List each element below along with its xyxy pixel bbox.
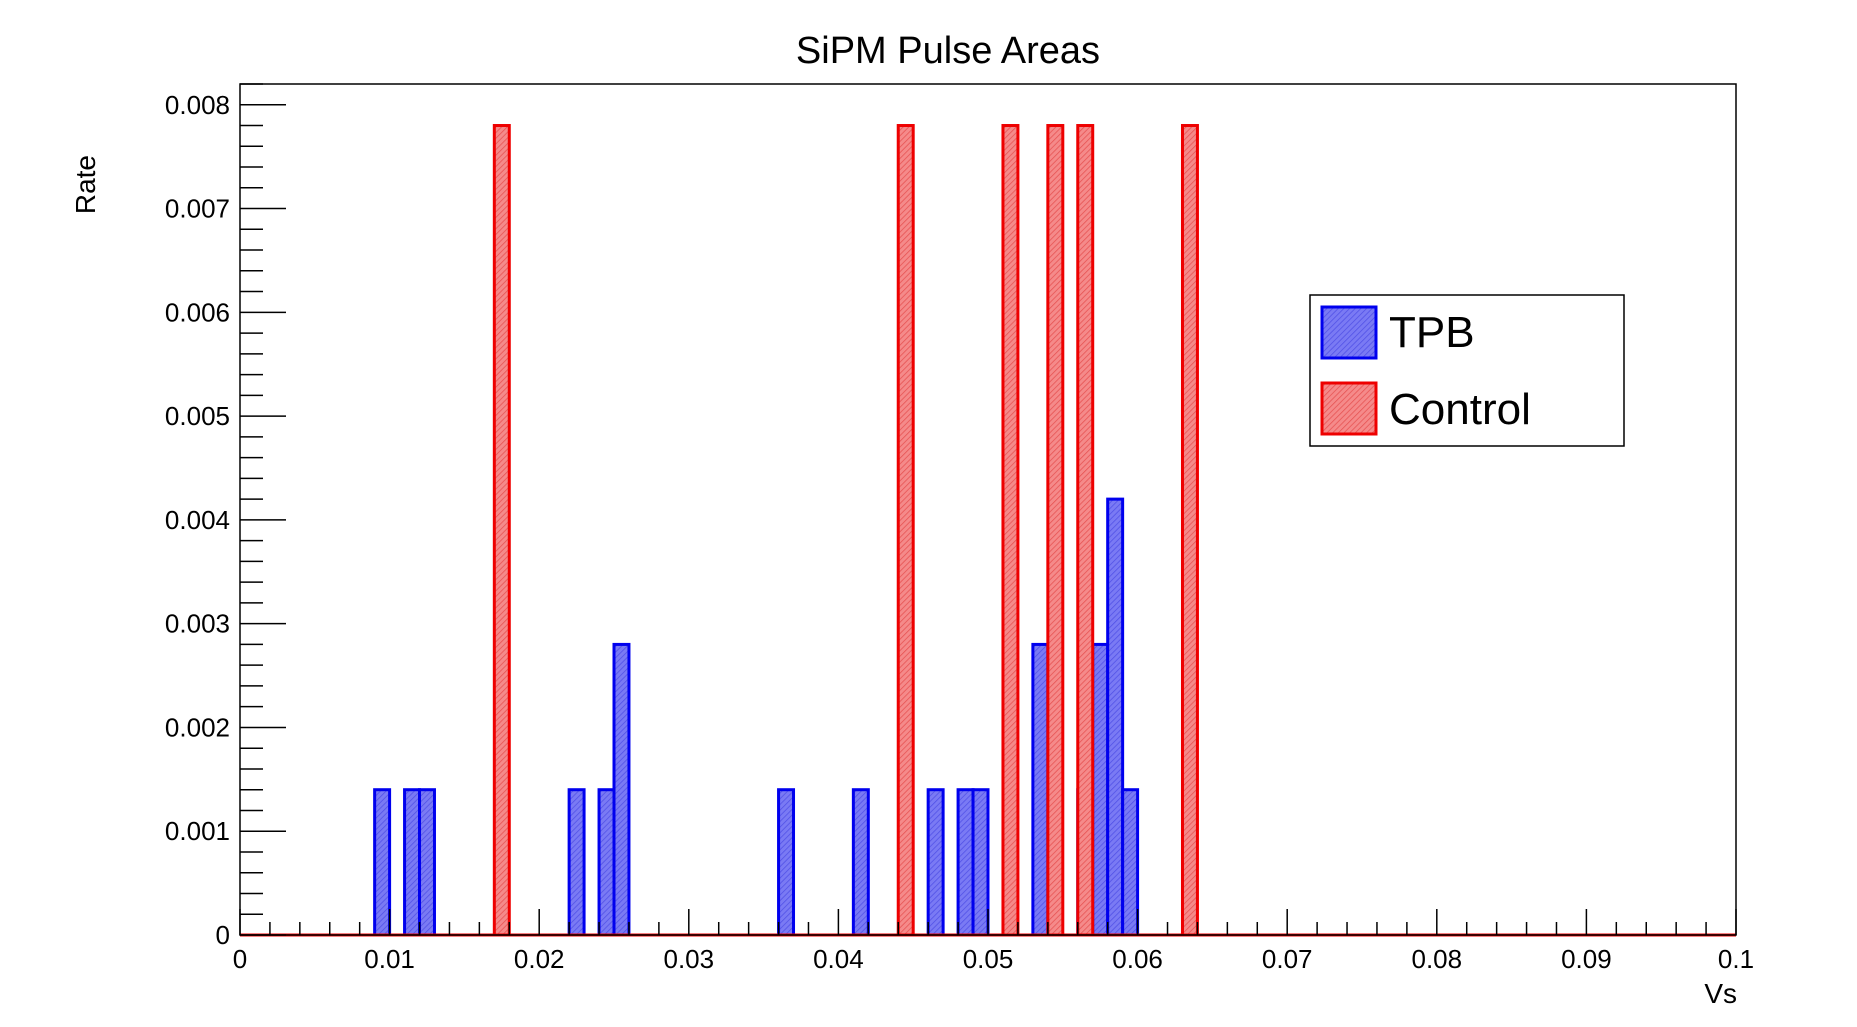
bar-tpb	[567, 788, 586, 937]
legend: TPB Control	[1309, 294, 1625, 447]
bar-control	[1076, 124, 1095, 937]
bar-tpb	[597, 788, 616, 937]
bar-control	[1180, 124, 1199, 937]
x-tick-label: 0.04	[813, 944, 864, 974]
legend-label-tpb: TPB	[1389, 308, 1475, 357]
x-tick-label: 0	[233, 944, 247, 974]
bar-tpb	[956, 788, 975, 937]
bar-control	[1001, 124, 1020, 937]
y-tick-label: 0.002	[165, 712, 230, 742]
x-tick-label: 0.03	[663, 944, 714, 974]
x-tick-label: 0.05	[963, 944, 1014, 974]
x-tick-label: 0.09	[1561, 944, 1612, 974]
y-tick-label: 0.001	[165, 816, 230, 846]
y-tick-label: 0.004	[165, 505, 230, 535]
bar-tpb	[926, 788, 945, 937]
bars-layer	[240, 124, 1736, 937]
x-axis-title: Vs	[1704, 978, 1737, 1009]
bar-control	[492, 124, 511, 937]
bar-tpb	[1091, 642, 1110, 937]
y-axis-title: Rate	[70, 155, 101, 214]
bar-tpb	[403, 788, 422, 937]
y-tick-label: 0.007	[165, 194, 230, 224]
bar-tpb	[851, 788, 870, 937]
bar-tpb	[777, 788, 796, 937]
bar-tpb	[1121, 788, 1140, 937]
x-tick-label: 0.02	[514, 944, 565, 974]
x-tick-label: 0.08	[1411, 944, 1462, 974]
bar-tpb	[612, 642, 631, 937]
bar-tpb	[418, 788, 436, 937]
x-tick-label: 0.1	[1718, 944, 1754, 974]
x-tick-label: 0.01	[364, 944, 415, 974]
y-tick-label: 0.006	[165, 297, 230, 327]
bar-tpb	[1106, 497, 1125, 937]
bar-control	[896, 124, 915, 937]
x-tick-label: 0.06	[1112, 944, 1163, 974]
bar-control	[1046, 124, 1065, 937]
legend-swatch-control	[1320, 381, 1378, 436]
y-tick-label: 0.008	[165, 90, 230, 120]
y-tick-label: 0.005	[165, 401, 230, 431]
x-tick-label: 0.07	[1262, 944, 1313, 974]
legend-swatch-tpb	[1320, 305, 1378, 360]
bar-tpb	[971, 788, 990, 937]
bar-tpb	[1031, 642, 1050, 937]
legend-label-control: Control	[1389, 385, 1531, 434]
y-tick-label: 0	[216, 920, 230, 950]
axes-layer: 0 0.01 0.02 0.03 0.04 0.05 0.06 0.07 0.08 0.09 0.1…	[165, 83, 1754, 974]
bar-tpb	[373, 788, 392, 937]
chart-title: SiPM Pulse Areas	[796, 30, 1100, 72]
y-tick-label: 0.003	[165, 609, 230, 639]
